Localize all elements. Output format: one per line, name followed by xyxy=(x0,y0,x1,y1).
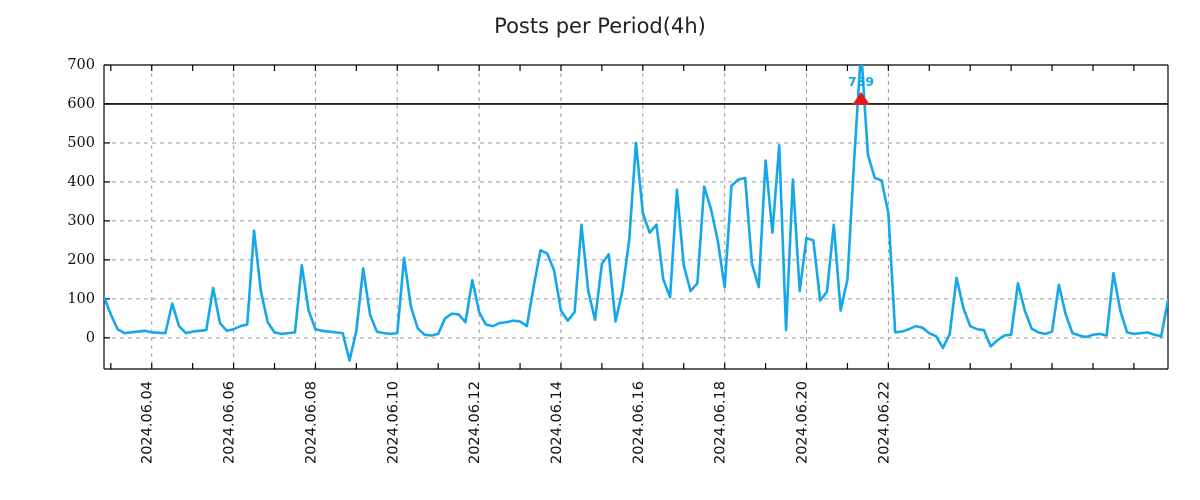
x-tick-label: 2024.06.16 xyxy=(631,381,647,464)
x-tick-label: 2024.06.12 xyxy=(467,381,483,464)
y-tick-label: 0 xyxy=(86,330,95,346)
y-tick-label: 500 xyxy=(67,135,95,151)
x-tick-label: 2024.06.20 xyxy=(795,381,811,464)
x-tick-label: 2024.06.14 xyxy=(549,381,565,464)
x-tick-label: 2024.06.04 xyxy=(140,381,156,464)
peak-value-label: 739 xyxy=(848,74,874,89)
y-tick-label: 400 xyxy=(67,174,95,190)
x-tick-label: 2024.06.10 xyxy=(385,381,401,464)
y-tick-label: 200 xyxy=(67,252,95,268)
y-tick-label: 700 xyxy=(67,57,95,73)
x-tick-label: 2024.06.08 xyxy=(303,381,319,464)
series-line xyxy=(104,65,1168,362)
x-tick-label: 2024.06.06 xyxy=(222,381,238,464)
data-series-posts-per-period xyxy=(104,65,1168,362)
y-tick-label: 100 xyxy=(67,291,95,307)
y-axis-tick-labels: 0 100 200 300 400 500 600 700 xyxy=(67,57,95,346)
x-tick-label: 2024.06.18 xyxy=(713,381,729,464)
x-axis-tick-labels: 2024.06.04 2024.06.06 2024.06.08 2024.06.10… xyxy=(140,381,893,464)
page-title: Posts per Period(4h) xyxy=(494,14,706,38)
y-tick-label: 300 xyxy=(67,213,95,229)
plot-axes xyxy=(103,64,1169,370)
gridlines xyxy=(104,65,1168,369)
peak-annotation: 739 xyxy=(848,74,874,105)
x-tick-label: 2024.06.22 xyxy=(876,381,892,464)
y-tick-label: 600 xyxy=(67,96,95,112)
peak-marker-triangle-icon xyxy=(852,91,871,105)
